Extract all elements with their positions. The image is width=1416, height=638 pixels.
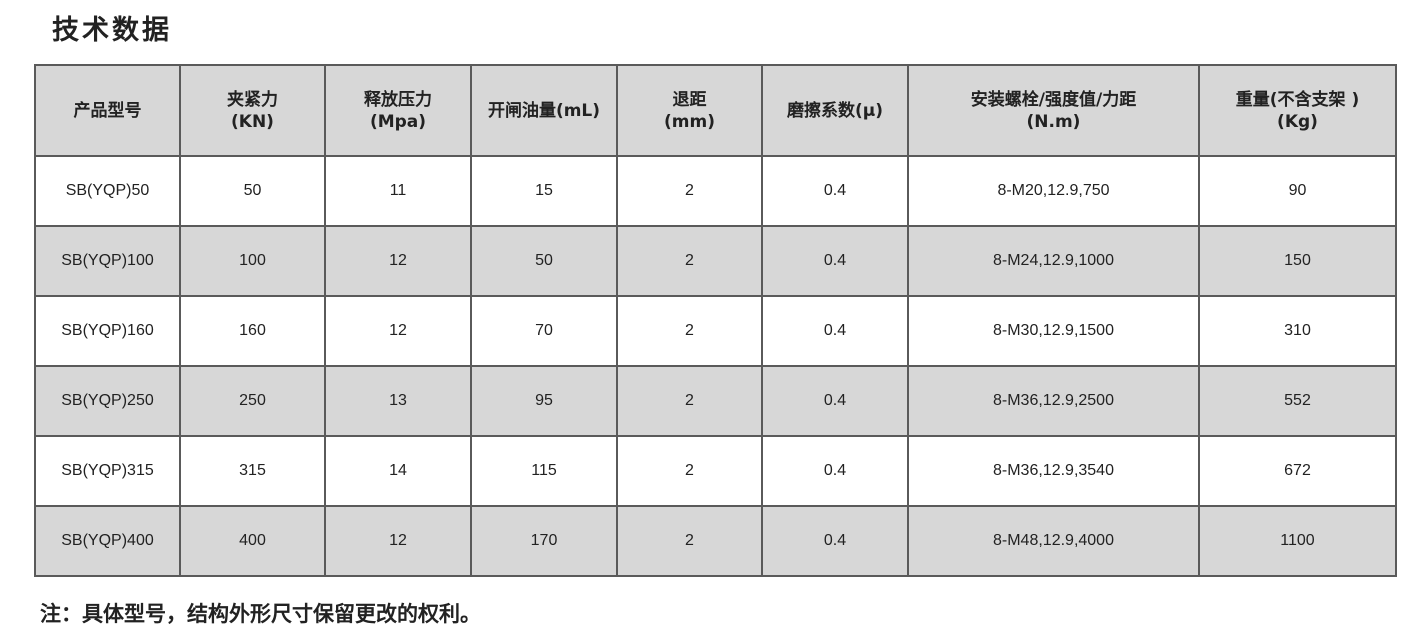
table-cell: 2 — [616, 435, 763, 507]
table-cell: 0.4 — [761, 505, 909, 577]
table-cell: 2 — [616, 155, 763, 227]
table-cell: 50 — [179, 155, 326, 227]
table-cell: SB(YQP)315 — [34, 435, 181, 507]
column-header: 重量(不含支架 ) (Kg) — [1198, 64, 1397, 157]
table-cell: 0.4 — [761, 295, 909, 367]
table-cell: 90 — [1198, 155, 1397, 227]
column-header: 安装螺栓/强度值/力距 (N.m) — [907, 64, 1200, 157]
table-cell: 115 — [470, 435, 618, 507]
table-cell: SB(YQP)400 — [34, 505, 181, 577]
header-label: 重量(不含支架 ) — [1235, 89, 1360, 110]
column-header: 开闸油量(mL) — [470, 64, 618, 157]
table-cell: 2 — [616, 505, 763, 577]
table-cell: 8-M36,12.9,3540 — [907, 435, 1200, 507]
table-cell: 2 — [616, 365, 763, 437]
table-cell: SB(YQP)100 — [34, 225, 181, 297]
column-header: 磨擦系数(μ) — [761, 64, 909, 157]
table-cell: 0.4 — [761, 435, 909, 507]
header-label: 开闸油量(mL) — [487, 100, 601, 121]
table-cell: 2 — [616, 295, 763, 367]
table-cell: 310 — [1198, 295, 1397, 367]
column-header: 释放压力 (Mpa) — [324, 64, 472, 157]
table-cell: 95 — [470, 365, 618, 437]
header-label: 产品型号 — [73, 100, 142, 121]
table-cell: 1100 — [1198, 505, 1397, 577]
table-cell: 12 — [324, 505, 472, 577]
footnote: 注：具体型号，结构外形尺寸保留更改的权利。 — [40, 602, 481, 626]
table-header-row: 产品型号 夹紧力 (KN) 释放压力 (Mpa) 开闸油量(mL) 退距 (mm) 磨擦系数(μ… — [34, 64, 1397, 157]
table-cell: 400 — [179, 505, 326, 577]
table-cell: 160 — [179, 295, 326, 367]
column-header: 产品型号 — [34, 64, 181, 157]
header-unit: (Kg) — [1277, 111, 1318, 132]
table-cell: SB(YQP)50 — [34, 155, 181, 227]
table-row: SB(YQP)250 250 13 95 2 0.4 8-M36,12.9,2500 552 — [34, 365, 1397, 437]
table-row: SB(YQP)400 400 12 170 2 0.4 8-M48,12.9,4000 110… — [34, 505, 1397, 577]
header-label: 退距 — [672, 89, 707, 110]
table-cell: 0.4 — [761, 155, 909, 227]
header-label: 磨擦系数(μ) — [786, 100, 884, 121]
column-header: 夹紧力 (KN) — [179, 64, 326, 157]
table-cell: 14 — [324, 435, 472, 507]
table-cell: 8-M48,12.9,4000 — [907, 505, 1200, 577]
table-row: SB(YQP)315 315 14 115 2 0.4 8-M36,12.9,3540 672 — [34, 435, 1397, 507]
table-cell: 0.4 — [761, 365, 909, 437]
table-cell: 552 — [1198, 365, 1397, 437]
table-cell: 70 — [470, 295, 618, 367]
table-cell: 11 — [324, 155, 472, 227]
page-title: 技术数据 — [52, 15, 172, 46]
table-cell: 8-M30,12.9,1500 — [907, 295, 1200, 367]
header-label: 安装螺栓/强度值/力距 — [970, 89, 1137, 110]
table-cell: 8-M20,12.9,750 — [907, 155, 1200, 227]
table-cell: SB(YQP)250 — [34, 365, 181, 437]
table-row: SB(YQP)100 100 12 50 2 0.4 8-M24,12.9,1000 150 — [34, 225, 1397, 297]
table-cell: 13 — [324, 365, 472, 437]
table-cell: 8-M24,12.9,1000 — [907, 225, 1200, 297]
table-cell: 15 — [470, 155, 618, 227]
column-header: 退距 (mm) — [616, 64, 763, 157]
table-cell: 250 — [179, 365, 326, 437]
header-label: 夹紧力 — [227, 89, 278, 110]
table-cell: 315 — [179, 435, 326, 507]
table-row: SB(YQP)160 160 12 70 2 0.4 8-M30,12.9,1500 310 — [34, 295, 1397, 367]
table-cell: 50 — [470, 225, 618, 297]
table-cell: SB(YQP)160 — [34, 295, 181, 367]
tech-data-table: 产品型号 夹紧力 (KN) 释放压力 (Mpa) 开闸油量(mL) 退距 (mm) 磨擦系数(μ… — [34, 64, 1397, 577]
table-cell: 150 — [1198, 225, 1397, 297]
header-unit: (mm) — [664, 111, 715, 132]
header-label: 释放压力 — [364, 89, 432, 110]
table-cell: 12 — [324, 225, 472, 297]
table-cell: 0.4 — [761, 225, 909, 297]
table-cell: 8-M36,12.9,2500 — [907, 365, 1200, 437]
header-unit: (N.m) — [1026, 111, 1081, 132]
header-unit: (Mpa) — [369, 111, 427, 132]
table-cell: 100 — [179, 225, 326, 297]
table-row: SB(YQP)50 50 11 15 2 0.4 8-M20,12.9,750 90 — [34, 155, 1397, 227]
table-cell: 170 — [470, 505, 618, 577]
header-unit: (KN) — [231, 111, 274, 132]
table-cell: 672 — [1198, 435, 1397, 507]
table-cell: 2 — [616, 225, 763, 297]
table-cell: 12 — [324, 295, 472, 367]
